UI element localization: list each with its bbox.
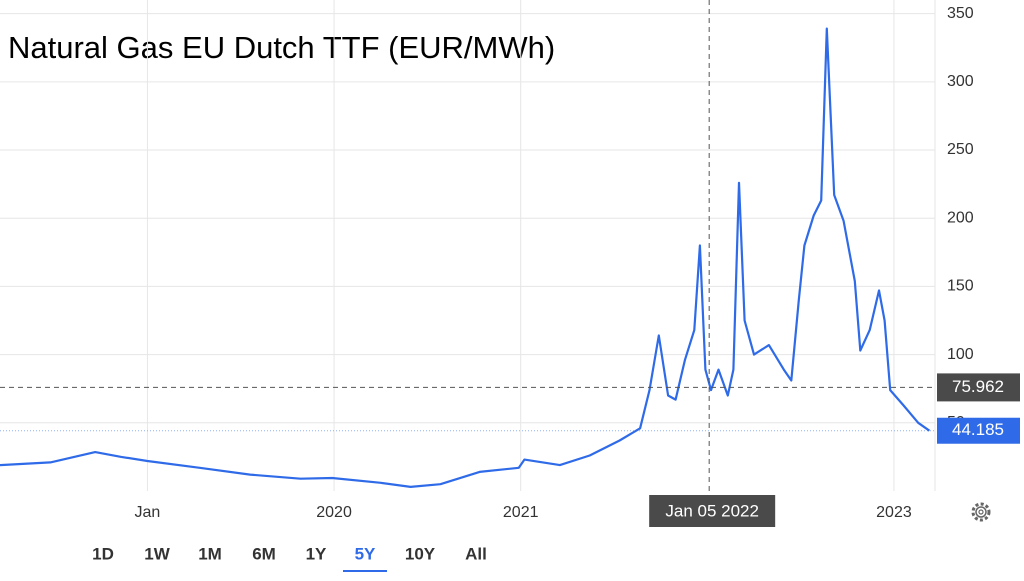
y-tick-label: 150 [947,278,974,295]
settings-icon[interactable] [971,502,991,522]
chart-title: Natural Gas EU Dutch TTF (EUR/MWh) [8,30,555,65]
y-tick-label: 200 [947,209,974,226]
crosshair-x-box [649,495,776,527]
crosshair-x-label: Jan 05 2022 [665,501,759,520]
range-button[interactable]: 6M [252,544,276,563]
range-button[interactable]: 1W [144,544,170,563]
range-button-label: 5Y [355,544,376,563]
range-button[interactable]: 10Y [405,544,436,563]
gear-ring [975,506,987,518]
crosshair-y-label: 75.962 [952,377,1004,396]
crosshair-y-box [937,373,1020,402]
price-line [0,27,931,488]
y-tick-label: 250 [947,141,974,158]
range-button-label: 1M [198,544,222,563]
x-tick-label: Jan [135,504,161,521]
range-button-label: 6M [252,544,276,563]
range-button-label: 1D [92,544,114,563]
last-value-label: 44.185 [952,420,1004,439]
range-button[interactable]: All [465,544,487,563]
last-value-box [937,417,1020,444]
grid [0,0,935,491]
y-tick-label: 300 [947,73,974,90]
range-button-label: 1Y [306,544,327,563]
x-tick-label: 2020 [316,504,352,521]
range-button-label: 10Y [405,544,436,563]
gear-hub [978,509,984,515]
range-button[interactable]: 1M [198,544,222,563]
y-tick-label: 350 [947,5,974,22]
range-button-label: All [465,544,487,563]
gear-teeth [971,502,991,522]
range-button[interactable]: 1Y [306,544,327,563]
x-tick-label: 2021 [503,504,539,521]
range-button[interactable]: 5Y [343,544,387,572]
y-tick-label: 100 [947,346,974,363]
x-tick-label: 2023 [876,504,912,521]
range-button-label: 1W [144,544,170,563]
range-button[interactable]: 1D [92,544,114,563]
